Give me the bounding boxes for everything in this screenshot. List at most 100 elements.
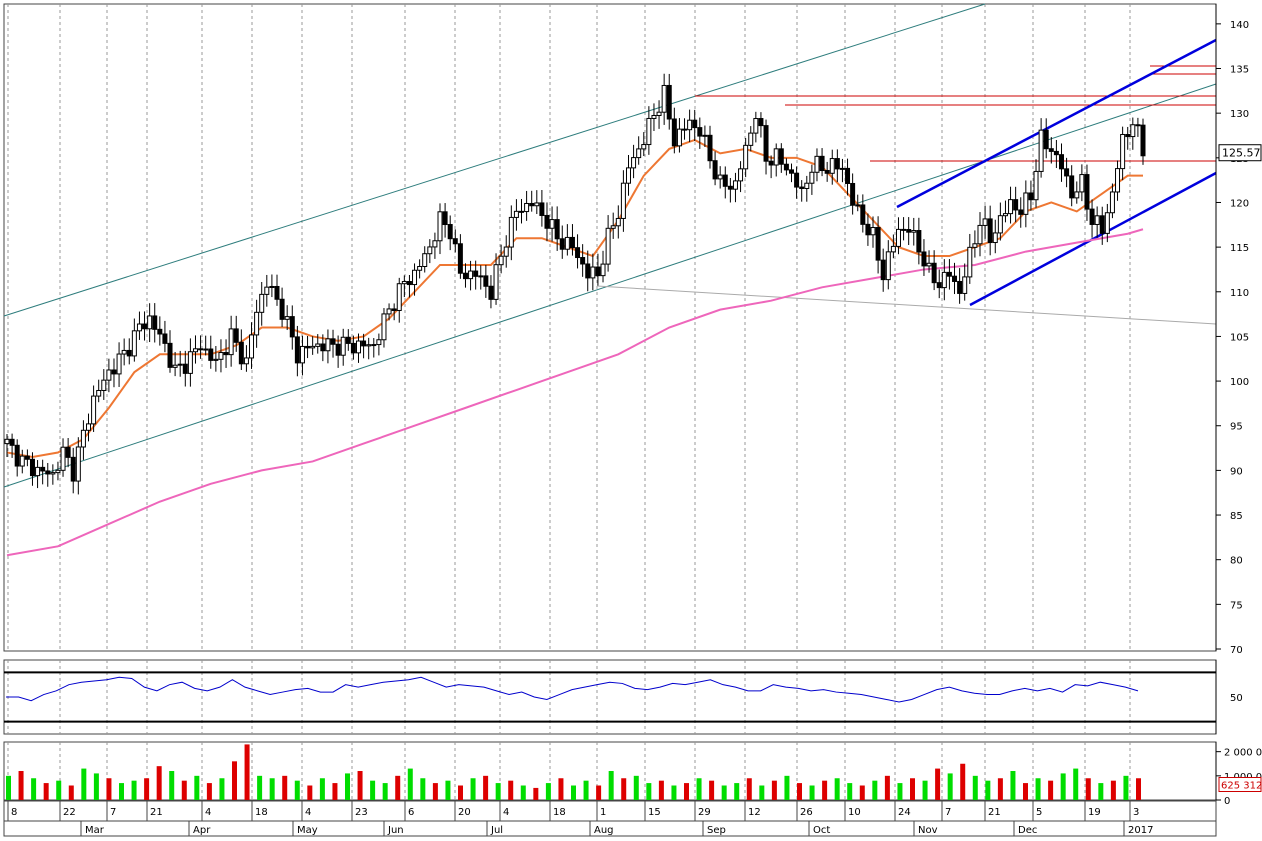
date-tick-label: 6 [408,807,414,818]
candle-body [279,298,285,320]
volume-tick-label: 2 000 00 [1224,748,1262,759]
candle-body [697,127,703,137]
candle-body [1069,175,1075,199]
candle-body [513,210,519,218]
candle-body [24,455,30,460]
candle-body [554,219,560,240]
candle-body [605,227,611,265]
volume-bar [746,778,752,800]
last-price-label: 125.57 [1222,147,1261,160]
candle-body [50,472,56,475]
candle-body [819,155,825,172]
volume-bar [1123,775,1129,800]
candle-body [503,246,509,257]
candle-body [315,343,321,347]
volume-bar [897,783,903,800]
candle-body [254,311,260,336]
fast-moving-average [6,138,1143,459]
candle-body [845,167,851,184]
candle-body [860,204,866,225]
candle-body [345,336,351,344]
volume-bar [1035,778,1041,800]
volume-bar [43,783,49,800]
candle-body [1048,148,1054,152]
price-tick-label: 80 [1230,556,1243,567]
volume-bar [31,778,37,800]
candle-body [534,202,540,207]
date-tick-label: 15 [648,807,661,818]
candle-body [580,257,586,265]
candle-body [743,144,749,170]
candle-body [676,128,682,147]
candle-body [208,348,214,361]
candle-body [773,148,779,166]
candle-body [264,286,270,295]
month-label: Dec [1018,825,1037,836]
date-tick-label: 8 [11,807,17,818]
volume-bar [947,773,953,800]
oscillator-tick-label: 50 [1230,693,1243,704]
candle-body [55,469,61,474]
candle-body [335,343,341,356]
candle-body [890,245,896,253]
oscillator-line [6,676,1139,703]
candle-body [1084,174,1090,210]
candle-body [1079,174,1085,193]
volume-bar [596,785,602,800]
channel-upper-line [3,3,986,317]
candle-body [1064,168,1070,177]
candle-body [946,271,952,277]
candle-body [213,358,219,361]
candle-body [391,308,397,311]
last-volume-label: 625 312 [1221,781,1262,792]
month-label: Apr [193,825,211,836]
volume-bar [307,785,313,800]
candle-body [1109,191,1115,214]
candle-body [646,117,652,146]
date-tick-label: 4 [305,807,311,818]
candle-body [916,230,922,253]
month-label: Nov [918,825,938,836]
volume-bar [910,778,915,800]
candle-body [1033,170,1039,201]
candle-body [753,118,759,134]
candle-body [727,185,733,190]
volume-bar [1073,768,1079,800]
candle-body [325,338,331,352]
candle-body [997,215,1003,234]
candle-body [1104,212,1110,234]
volume-bar [797,783,802,800]
price-tick-label: 120 [1230,198,1249,209]
candle-body [717,174,723,180]
candle-body [432,240,438,248]
candle-body [9,438,15,446]
candle-body [814,155,820,173]
candle-body [4,438,10,445]
candle-body [320,343,326,352]
date-tick-label: 23 [355,807,368,818]
candle-body [839,167,845,170]
candle-body [488,285,494,300]
volume-bar [658,780,664,800]
candle-body [142,323,148,330]
candle-body [967,246,973,278]
last-price-frame [1218,144,1262,162]
volume-bar [470,778,476,800]
oscillator-panel-frame [3,659,1217,735]
volume-bar [822,780,828,800]
candle-body [203,348,209,351]
candle-body [249,334,255,359]
volume-bar [960,763,966,800]
volume-bar [244,744,250,800]
candle-body [656,111,662,116]
candle-body [778,148,784,165]
candle-body [738,168,744,182]
volume-bar [696,778,702,800]
month-label: Aug [594,825,614,836]
candle-body [35,466,41,477]
candle-body [162,333,168,344]
candle-body [274,285,280,300]
candle-body [243,357,249,365]
volume-bar [68,785,74,800]
volume-bar [6,775,11,800]
